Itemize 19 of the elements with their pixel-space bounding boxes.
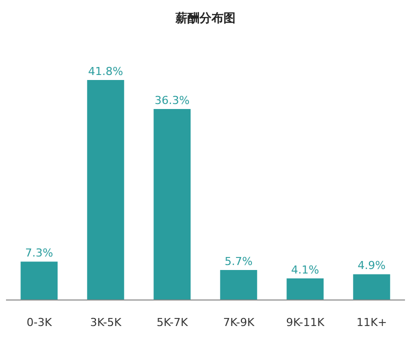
x-tick-label: 7K-9K	[223, 316, 256, 329]
bar	[353, 274, 390, 300]
x-tick-label: 0-3K	[26, 316, 53, 329]
x-tick-label: 9K-11K	[286, 316, 326, 329]
x-tick-label: 11K+	[356, 316, 387, 329]
data-label: 4.9%	[358, 259, 386, 272]
bar	[87, 80, 124, 300]
bar	[286, 278, 324, 300]
bar	[154, 108, 191, 300]
bar	[20, 262, 58, 300]
x-tick-label: 3K-5K	[90, 316, 122, 329]
bar	[220, 270, 258, 300]
data-label: 7.3%	[25, 246, 54, 260]
data-label: 41.8%	[88, 65, 124, 78]
chart-title: 薪酬分布图	[174, 10, 236, 27]
x-tick-label: 5K-7K	[156, 316, 189, 329]
data-label: 36.3%	[154, 94, 190, 107]
data-label: 4.1%	[291, 263, 320, 276]
data-label: 5.7%	[224, 255, 253, 268]
